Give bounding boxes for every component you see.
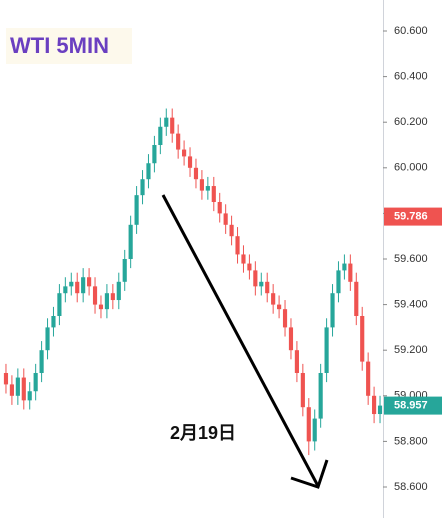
candle-body <box>81 277 86 294</box>
candle-body <box>324 327 329 373</box>
candle-body <box>110 293 115 301</box>
y-tick-label: 58.800 <box>394 435 428 447</box>
candle-body <box>372 395 377 415</box>
candle-body <box>366 361 371 396</box>
candle-body <box>33 372 38 392</box>
candle-body <box>158 126 163 146</box>
candle-body <box>98 304 104 310</box>
candle-body <box>247 263 252 271</box>
candle-body <box>134 195 139 225</box>
y-tick-label: 59.400 <box>394 299 428 311</box>
candle-body <box>15 377 20 396</box>
candle-body <box>282 309 288 328</box>
candle-body <box>235 236 240 255</box>
candle-body <box>253 270 258 287</box>
candle-body <box>211 186 216 203</box>
candle-body <box>104 293 109 310</box>
candle-body <box>182 149 187 157</box>
candle-body <box>330 293 335 328</box>
candle-body <box>39 350 44 373</box>
candle-body <box>193 167 199 180</box>
candle-body <box>312 418 317 442</box>
candle-body <box>122 259 127 282</box>
candle-body <box>21 377 26 401</box>
candle-body <box>9 384 14 396</box>
candle-body <box>57 293 62 316</box>
candle-body <box>45 327 50 351</box>
candle-body <box>360 315 365 362</box>
candle-body <box>69 281 74 287</box>
y-tick-label: 60.200 <box>394 116 428 128</box>
y-tick-label: 60.000 <box>394 162 428 174</box>
candle-body <box>300 372 305 408</box>
y-tick-label: 59.200 <box>394 344 428 356</box>
candle-body <box>348 263 353 282</box>
arrow-head <box>290 459 329 489</box>
candle-body <box>176 133 181 150</box>
candle-body <box>271 293 276 305</box>
plot <box>3 108 383 456</box>
candle-body <box>342 263 347 271</box>
price-tag-label: 58.957 <box>394 400 428 412</box>
candle-body <box>128 224 133 259</box>
candle-body <box>87 277 92 287</box>
title-box <box>6 28 132 64</box>
y-tick-label: 60.400 <box>394 71 428 83</box>
candle-body <box>140 179 145 196</box>
candle-body <box>354 281 359 316</box>
candle-body <box>277 304 282 310</box>
candle-body <box>288 327 294 351</box>
candle-body <box>152 145 157 164</box>
chart-title: WTI 5MIN <box>10 33 109 58</box>
candle-body <box>318 372 323 419</box>
candle-body <box>116 281 121 301</box>
candle-body <box>241 254 246 264</box>
candle-body <box>170 117 175 134</box>
candle-body <box>229 224 234 237</box>
y-tick-label: 58.600 <box>394 481 428 493</box>
candle-body <box>187 156 193 168</box>
candle-body <box>259 281 264 287</box>
candle-body <box>146 163 151 180</box>
price-tag-label: 59.786 <box>394 210 428 222</box>
annotation: 2月19日 <box>170 423 236 443</box>
candle-body <box>294 350 299 373</box>
candle-body <box>336 270 341 294</box>
candle-body <box>205 186 210 191</box>
candle-body <box>377 405 383 415</box>
candle-body <box>63 286 68 294</box>
candle-body <box>92 286 98 305</box>
y-tick-label: 60.600 <box>394 25 428 37</box>
arrow <box>161 194 320 487</box>
annotation-box <box>160 418 260 448</box>
candle-body <box>27 391 32 401</box>
candle-body <box>306 407 311 442</box>
candle-body <box>164 117 169 127</box>
candle-body <box>199 179 204 191</box>
candle-body <box>217 202 222 214</box>
candle-body <box>265 281 270 294</box>
price-tag <box>384 396 442 415</box>
candle-body <box>75 281 80 294</box>
price-tag <box>384 207 442 226</box>
price-axis: 58.60058.80059.00059.20059.40059.60059.8… <box>383 25 442 493</box>
candle-body <box>3 372 9 385</box>
candle-body <box>51 315 56 328</box>
y-tick-label: 59.600 <box>394 253 428 265</box>
candle-body <box>223 213 228 225</box>
